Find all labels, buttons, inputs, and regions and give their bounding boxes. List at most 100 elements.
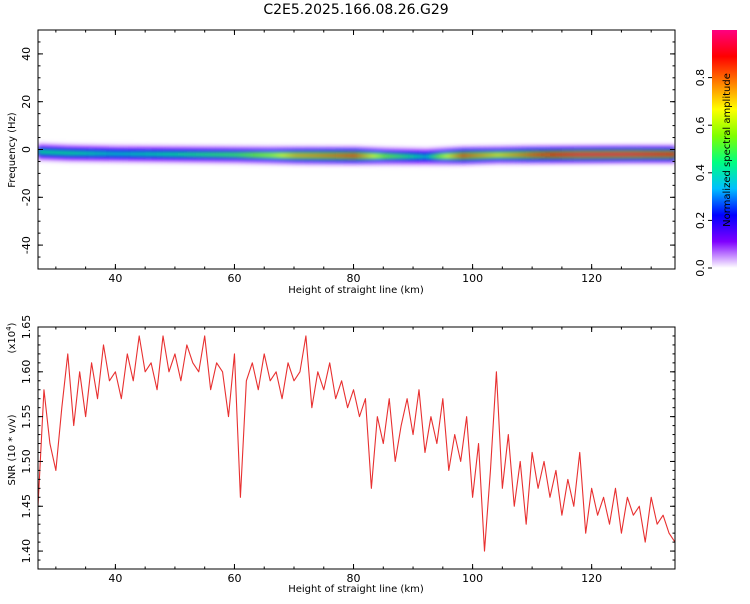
spectral-cell — [252, 153, 256, 157]
spectral-cell — [326, 153, 331, 158]
spectral-cell — [588, 152, 593, 157]
spectral-cell — [627, 152, 631, 157]
spectral-cell — [195, 152, 200, 157]
spectral-cell — [496, 153, 500, 157]
spectral-cell — [558, 152, 563, 157]
spectral-cell — [469, 153, 474, 158]
spectral-cell — [514, 152, 518, 157]
spectral-cell — [547, 152, 551, 157]
snr-x-tick-label: 100 — [462, 572, 483, 585]
spectral-cell — [273, 153, 277, 158]
spectral-ridge — [38, 142, 675, 166]
spectral-cell — [183, 152, 188, 157]
spectral-cell — [570, 152, 575, 157]
spectral-cell — [344, 153, 349, 158]
spectral-cell — [222, 152, 227, 157]
spectral-cell — [293, 153, 298, 158]
spectral-cell — [136, 152, 140, 156]
spectral-cell — [64, 151, 69, 155]
spectral-cell — [133, 152, 137, 156]
spectral-cell — [311, 153, 316, 158]
spectral-cell — [487, 153, 492, 158]
spectral-cell — [478, 153, 483, 158]
spectral-cell — [112, 151, 116, 156]
spectral-cell — [591, 152, 596, 157]
spectral-cell — [103, 151, 108, 156]
spectral-cell — [151, 152, 155, 157]
colorbar-tick-label: 0.2 — [694, 212, 707, 230]
spectral-cell — [365, 153, 370, 158]
spectral-cell — [633, 152, 637, 157]
spectral-cell — [192, 152, 197, 157]
spectrogram-x-label: Height of straight line (km) — [288, 285, 424, 296]
spectral-cell — [618, 152, 623, 157]
spectral-cell — [353, 153, 358, 158]
spectral-cell — [314, 153, 319, 158]
spectrogram-y-tick-label: 40 — [20, 47, 33, 61]
colorbar-tick-label: 0.4 — [694, 164, 707, 182]
spectral-cell — [490, 153, 495, 158]
spectral-cell — [460, 153, 465, 158]
spectral-cell — [332, 153, 337, 158]
colorbar-gradient — [712, 30, 737, 268]
spectral-cell — [567, 152, 572, 157]
spectral-cell — [582, 152, 587, 157]
snr-series-line — [38, 335, 675, 552]
spectral-cell — [171, 152, 176, 157]
spectral-cell — [40, 150, 45, 154]
spectral-cell — [288, 153, 292, 158]
spectral-cell — [201, 152, 206, 157]
spectral-cell — [261, 153, 265, 158]
spectral-cell — [421, 154, 426, 159]
spectral-cell — [163, 152, 167, 157]
spectral-cell — [264, 153, 268, 158]
spectral-cell — [106, 151, 111, 156]
spectral-cell — [442, 154, 447, 159]
spectral-cell — [225, 152, 230, 157]
chart-title: C2E5.2025.166.08.26.G29 — [263, 2, 448, 18]
spectral-cell — [85, 151, 90, 156]
spectral-cell — [451, 154, 456, 158]
spectral-cell — [454, 153, 459, 158]
spectral-cell — [139, 152, 143, 156]
spectral-cell — [160, 152, 164, 157]
spectral-cell — [564, 152, 569, 157]
spectral-cell — [174, 152, 179, 157]
spectral-cell — [672, 152, 675, 157]
spectral-cell — [448, 154, 453, 158]
spectral-cell — [207, 152, 212, 157]
spectral-cell — [279, 153, 283, 158]
spectral-cell — [228, 152, 233, 157]
spectral-cell — [585, 152, 590, 157]
spectral-cell — [493, 153, 498, 157]
snr-y-multiplier-close: ) — [7, 322, 18, 326]
spectral-cell — [612, 152, 617, 157]
spectral-cell — [645, 152, 649, 157]
spectral-cell — [58, 150, 63, 155]
spectral-cell — [124, 151, 128, 156]
snr-y-tick-label: 1.50 — [20, 449, 33, 474]
spectrogram-y-tick-label: -40 — [20, 236, 33, 254]
spectral-cell — [404, 154, 408, 159]
spectral-cell — [642, 152, 646, 157]
spectral-cell — [532, 152, 536, 157]
spectral-cell — [529, 152, 533, 157]
spectrogram-y-label: Frequency (Hz) — [7, 112, 18, 188]
spectral-cell — [234, 152, 239, 157]
spectral-cell — [282, 153, 286, 158]
snr-y-label: SNR (10 * v/v) — [7, 414, 18, 485]
spectral-cell — [317, 153, 322, 158]
spectral-cell — [291, 153, 295, 158]
spectrogram-y-tick-label: 0 — [20, 146, 33, 153]
spectral-cell — [180, 152, 185, 157]
spectral-cell — [79, 151, 84, 156]
snr-y-tick-label: 1.65 — [20, 315, 33, 340]
spectral-cell — [240, 152, 244, 157]
spectral-cell — [70, 151, 75, 156]
spectral-cell — [168, 152, 173, 157]
spectral-cell — [323, 153, 328, 158]
spectral-cell — [127, 151, 131, 156]
spectral-cell — [177, 152, 182, 157]
snr-x-label: Height of straight line (km) — [288, 584, 424, 595]
